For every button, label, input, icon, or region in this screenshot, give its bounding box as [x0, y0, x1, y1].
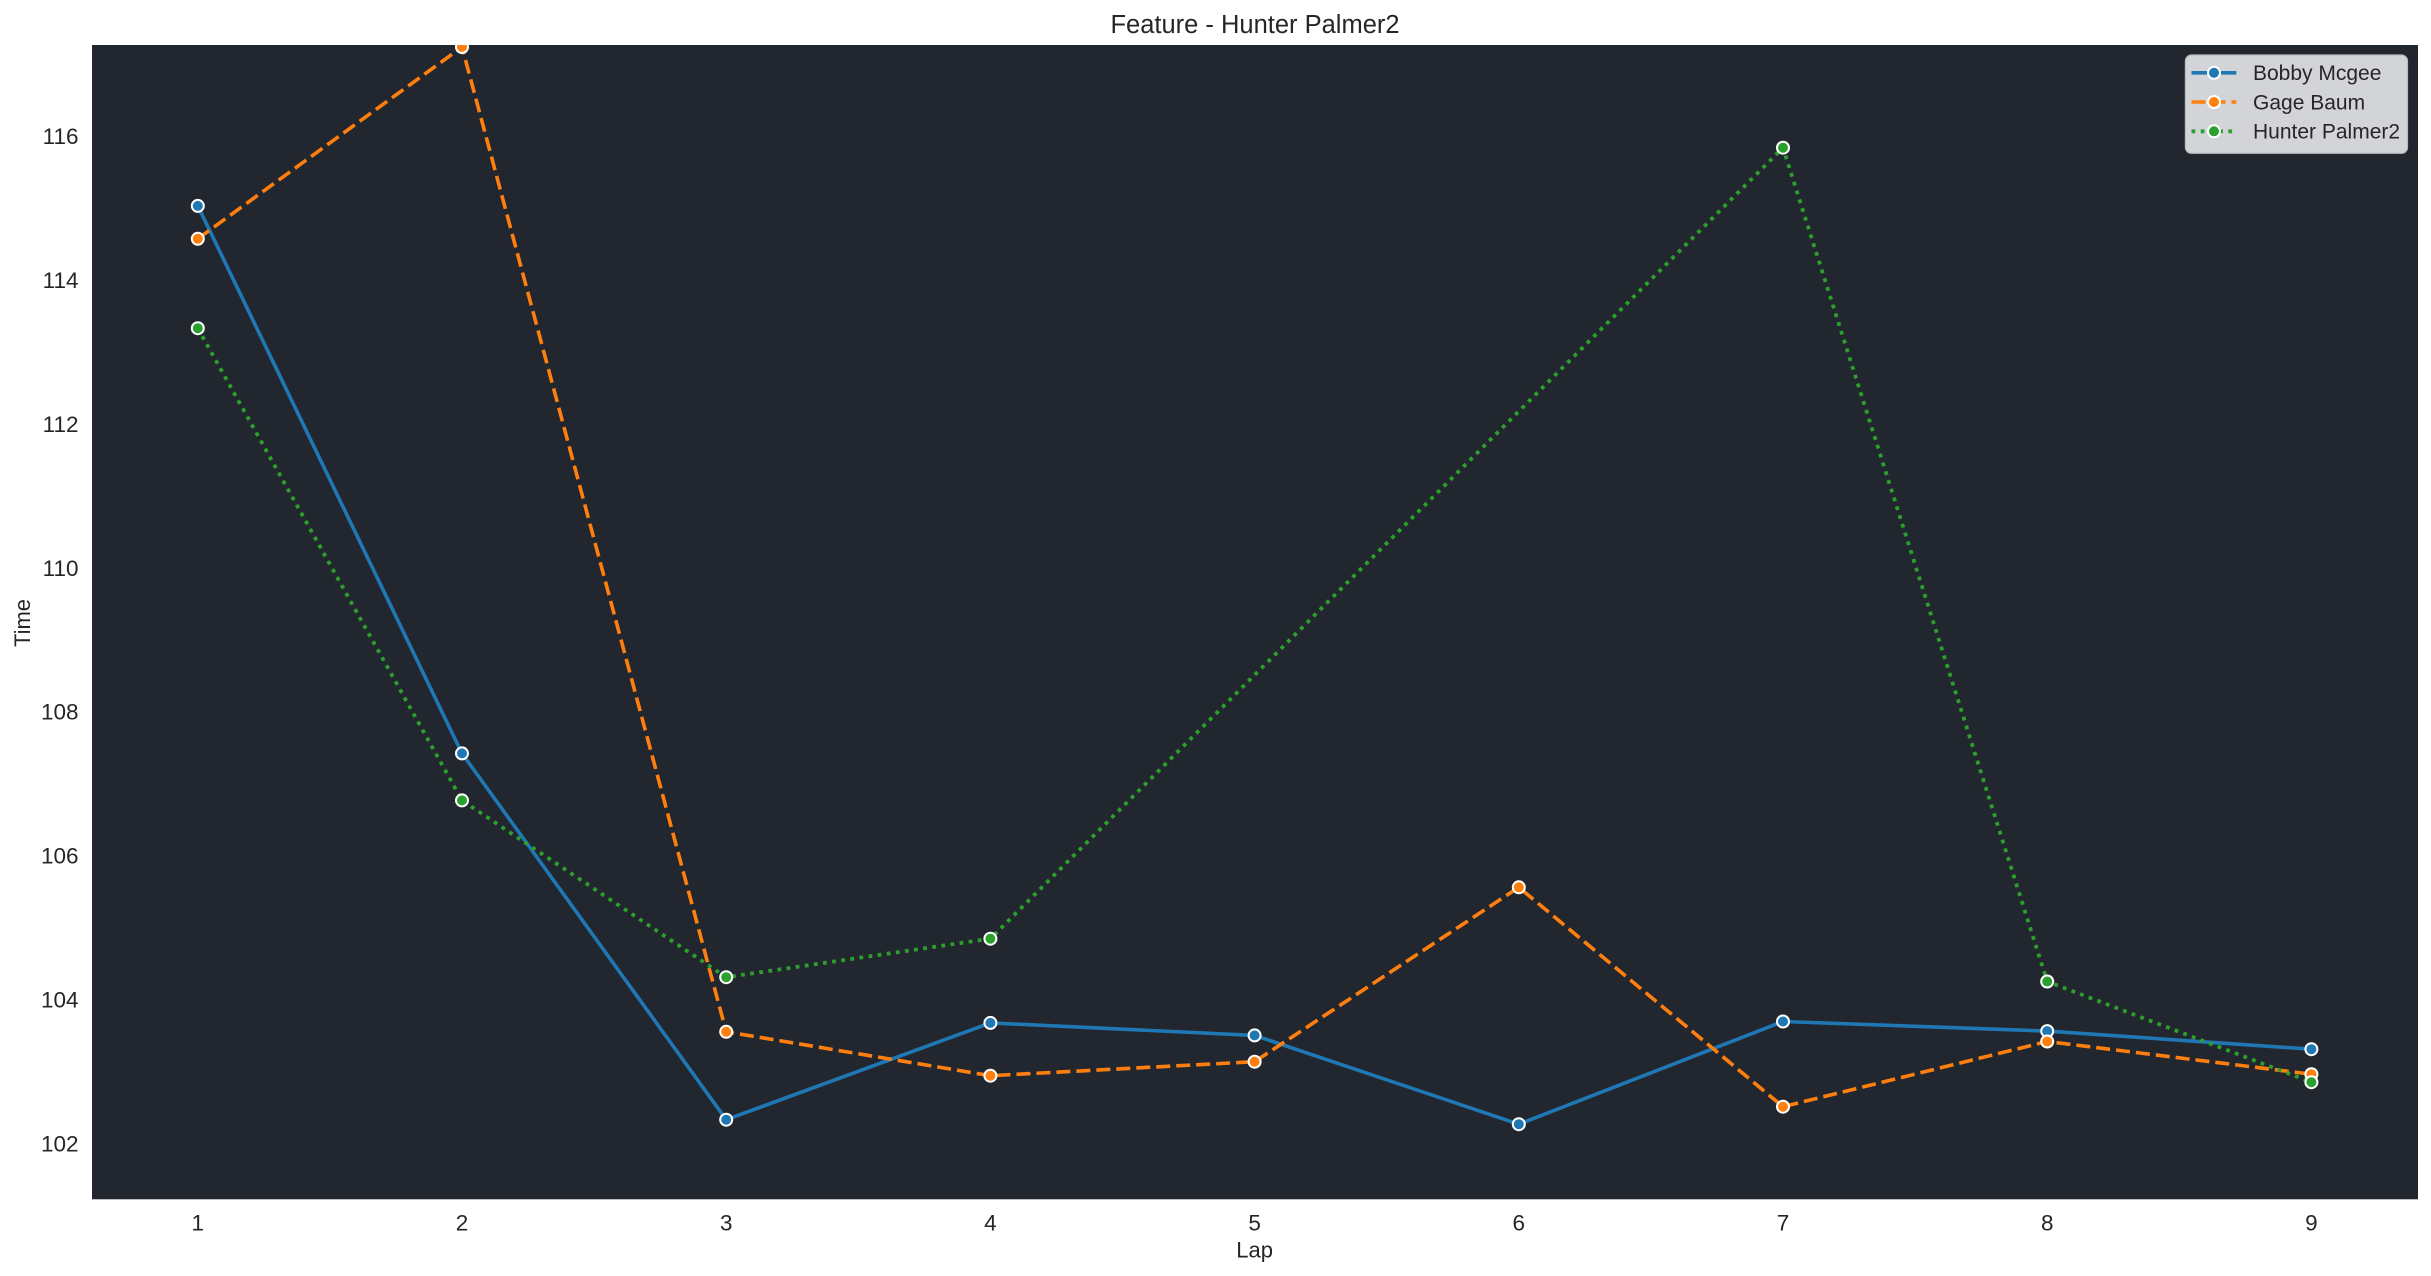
svg-text:7: 7	[1777, 1210, 1790, 1235]
svg-text:Bobby Mcgee: Bobby Mcgee	[2253, 62, 2381, 85]
svg-text:102: 102	[41, 1131, 79, 1156]
svg-text:114: 114	[43, 268, 79, 293]
svg-text:106: 106	[41, 844, 79, 869]
svg-text:Feature - Hunter Palmer2: Feature - Hunter Palmer2	[1110, 11, 1399, 39]
svg-text:4: 4	[984, 1210, 997, 1235]
svg-text:104: 104	[41, 987, 79, 1012]
svg-text:3: 3	[720, 1210, 733, 1235]
svg-text:116: 116	[43, 124, 79, 149]
svg-text:6: 6	[1513, 1210, 1526, 1235]
svg-text:Time: Time	[10, 599, 35, 647]
svg-text:2: 2	[456, 1210, 469, 1235]
svg-text:5: 5	[1248, 1210, 1261, 1235]
svg-text:Gage Baum: Gage Baum	[2253, 91, 2365, 114]
svg-text:1: 1	[192, 1210, 205, 1235]
svg-text:Lap: Lap	[1236, 1238, 1273, 1263]
svg-text:8: 8	[2041, 1210, 2054, 1235]
svg-text:9: 9	[2305, 1210, 2318, 1235]
svg-text:112: 112	[43, 412, 79, 437]
svg-text:Hunter Palmer2: Hunter Palmer2	[2253, 121, 2400, 144]
svg-text:108: 108	[41, 700, 79, 725]
svg-text:110: 110	[43, 556, 79, 581]
